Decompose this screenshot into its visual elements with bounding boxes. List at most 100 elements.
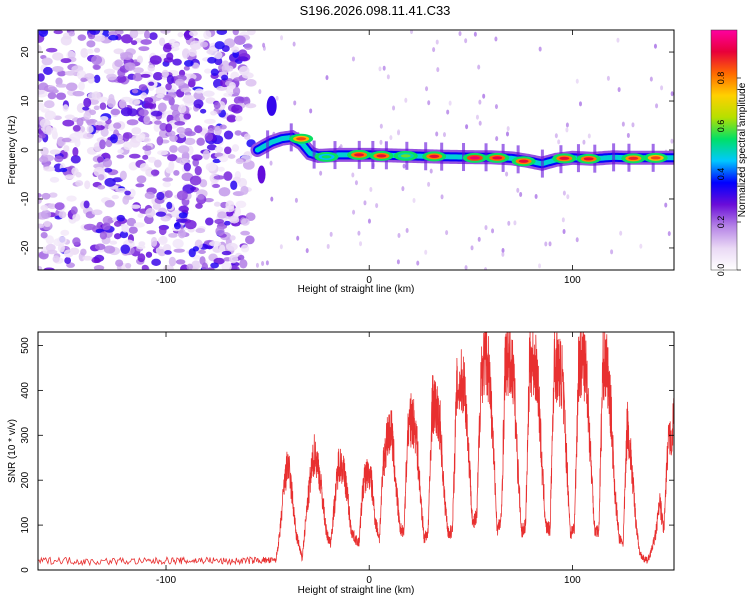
faint-speckle: [389, 135, 393, 141]
noise-blob: [93, 74, 101, 84]
snr-xlabel: Height of straight line (km): [298, 585, 415, 596]
noise-blob: [206, 49, 214, 55]
noise-blob: [212, 158, 221, 164]
x-tick-label: -100: [156, 275, 176, 286]
noise-blob: [65, 82, 78, 91]
noise-blob: [230, 180, 238, 190]
peak-spot-core: [321, 155, 332, 159]
noise-blob: [195, 203, 203, 209]
noise-blob: [194, 88, 204, 94]
noise-blob: [72, 213, 81, 222]
noise-blob: [214, 152, 224, 157]
faint-speckle: [339, 144, 343, 150]
noise-blob: [240, 218, 250, 226]
noise-blob: [66, 195, 77, 202]
noise-blob: [225, 200, 235, 210]
noise-blob: [93, 35, 106, 42]
noise-blob: [213, 201, 221, 207]
noise-blob: [245, 235, 255, 245]
noise-blob: [213, 101, 221, 110]
noise-blob: [136, 175, 147, 184]
track-spike: [266, 130, 270, 159]
noise-blob: [245, 103, 257, 109]
noise-blob: [116, 154, 125, 159]
noise-blob: [133, 222, 145, 228]
faint-speckle: [554, 133, 558, 139]
noise-blob: [78, 81, 85, 91]
noise-blob: [47, 91, 57, 100]
noise-blob: [219, 124, 227, 130]
noise-blob: [57, 236, 67, 245]
noise-blob: [182, 94, 195, 104]
noise-blob: [234, 35, 246, 46]
faint-speckle: [448, 100, 452, 106]
faint-speckle: [351, 56, 355, 62]
noise-blob: [200, 41, 209, 48]
faint-speckle: [382, 65, 386, 71]
noise-blob: [227, 154, 236, 159]
track-spike: [612, 143, 616, 172]
faint-speckle: [582, 139, 586, 145]
faint-speckle: [587, 133, 591, 139]
noise-blob: [64, 70, 76, 76]
noise-blob: [138, 84, 148, 91]
noise-blob: [97, 185, 106, 190]
noise-blob: [132, 72, 143, 82]
faint-speckle: [405, 227, 409, 233]
noise-blob: [99, 102, 107, 110]
noise-blob: [156, 136, 164, 146]
peak-spot-core: [354, 153, 365, 157]
noise-blob: [157, 236, 168, 245]
faint-speckle: [367, 218, 371, 224]
faint-speckle: [436, 67, 440, 73]
noise-blob: [217, 211, 227, 219]
noise-blob: [216, 30, 228, 36]
faint-speckle: [667, 231, 671, 237]
noise-blob: [165, 83, 172, 91]
faint-speckle: [639, 243, 643, 249]
noise-blob: [104, 200, 115, 208]
noise-blob: [202, 149, 210, 160]
noise-blob: [120, 244, 131, 255]
noise-blob: [63, 249, 74, 258]
faint-speckle: [379, 123, 383, 129]
noise-blob: [204, 132, 214, 142]
faint-speckle: [619, 230, 623, 236]
peak-spot-core: [376, 154, 387, 158]
noise-blob: [93, 64, 101, 70]
noise-blob: [240, 244, 250, 253]
noise-blob: [186, 263, 194, 270]
faint-speckle: [265, 260, 269, 266]
noise-blob: [147, 64, 155, 72]
faint-speckle: [631, 122, 635, 128]
faint-speckle: [506, 126, 510, 132]
noise-blob: [72, 90, 85, 97]
onset-blob: [266, 95, 277, 116]
noise-blob: [226, 242, 238, 251]
faint-speckle: [664, 202, 668, 208]
faint-speckle: [477, 64, 481, 70]
noise-blob: [153, 159, 162, 168]
noise-blob: [43, 66, 53, 75]
x-tick-label: 0: [366, 275, 372, 286]
noise-blob: [184, 137, 196, 146]
noise-blob: [229, 235, 236, 241]
faint-speckle: [562, 190, 566, 196]
noise-blob: [212, 183, 221, 189]
faint-speckle: [507, 220, 511, 226]
noise-blob: [129, 188, 136, 198]
noise-blob: [143, 265, 150, 270]
noise-blob: [162, 243, 172, 253]
noise-blob: [223, 130, 234, 140]
noise-blob: [143, 115, 151, 125]
noise-blob: [214, 51, 223, 60]
noise-blob: [231, 144, 240, 152]
faint-speckle: [379, 139, 383, 145]
faint-speckle: [538, 46, 542, 52]
faint-speckle: [445, 230, 449, 236]
noise-blob: [99, 139, 106, 150]
noise-blob: [94, 47, 101, 53]
faint-speckle: [458, 31, 462, 37]
noise-blob: [181, 48, 190, 59]
noise-blob: [175, 218, 188, 223]
